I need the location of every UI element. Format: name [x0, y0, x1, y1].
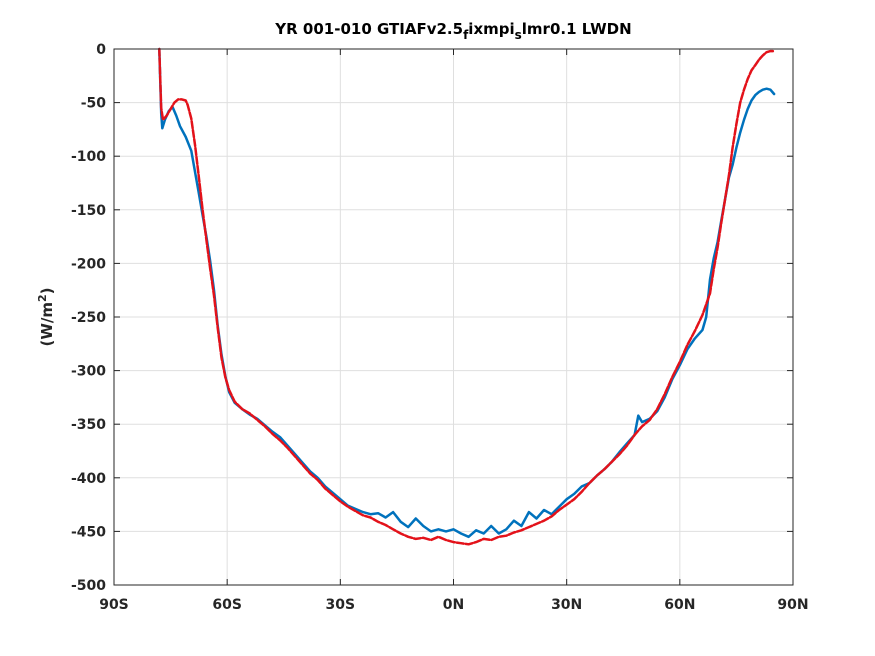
y-tick-label: -500: [71, 578, 106, 594]
x-tick-label: 60N: [664, 597, 695, 613]
y-tick-label: -350: [71, 417, 106, 433]
series-layer: [158, 47, 776, 546]
x-tick-label: 90N: [777, 597, 808, 613]
x-tick-label: 30N: [551, 597, 582, 613]
y-tick-label: -250: [71, 310, 106, 326]
chart-title: YR 001-010 GTIAFv2.5fixmpislmr0.1 LWDN: [274, 20, 631, 42]
y-tick-label: -400: [71, 471, 106, 487]
y-tick-label: -50: [81, 96, 107, 112]
y-tick-label: -450: [71, 524, 106, 540]
grid-lines: [114, 49, 793, 585]
x-tick-label: 0N: [443, 597, 464, 613]
series-line-2: [158, 47, 776, 546]
y-axis-label: (W/m2): [36, 287, 56, 346]
y-tick-label: -200: [71, 256, 106, 272]
y-tick-label: -150: [71, 203, 106, 219]
ticks: 90S 60S 30S 0N 30N 60N 90N 0 -50 -100 -150 -200 -250…: [71, 42, 809, 613]
y-tick-label: -100: [71, 149, 106, 165]
y-tick-label: 0: [96, 42, 106, 58]
y-tick-label: -300: [71, 364, 106, 380]
x-tick-label: 30S: [326, 597, 356, 613]
x-tick-label: 60S: [212, 597, 242, 613]
x-tick-label: 90S: [99, 597, 129, 613]
